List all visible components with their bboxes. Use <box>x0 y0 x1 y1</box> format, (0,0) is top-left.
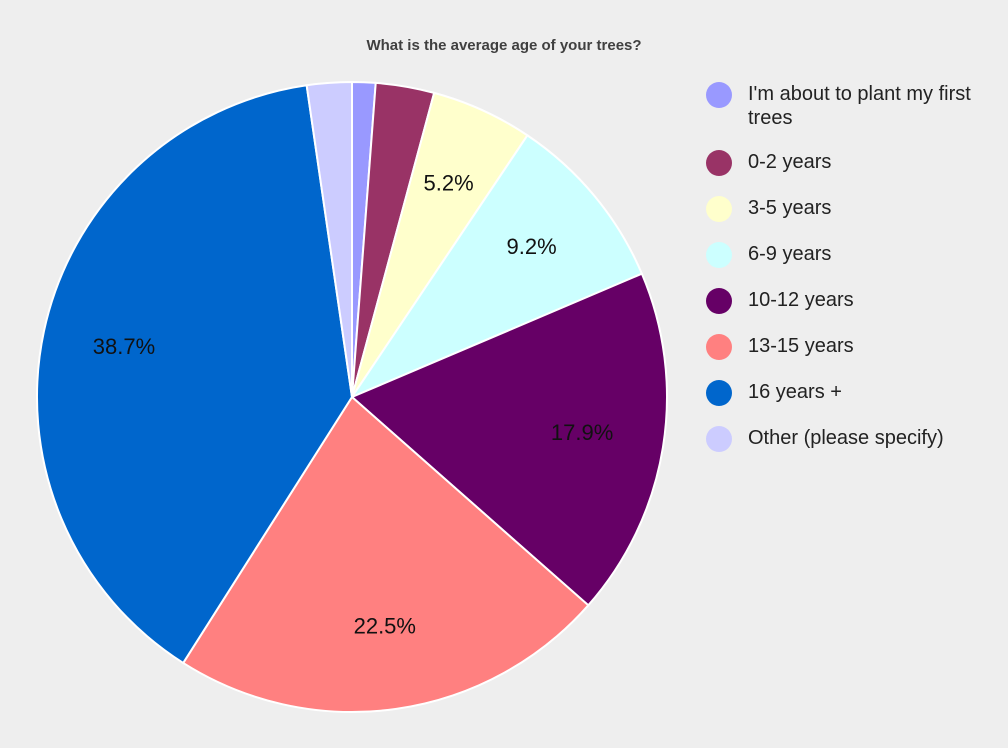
legend-label: 13-15 years <box>748 335 854 357</box>
legend-label: 6-9 years <box>748 243 832 265</box>
legend-swatch <box>706 426 732 452</box>
legend-swatch <box>706 196 732 222</box>
legend-item-1: 0-2 years <box>706 150 996 176</box>
legend-item-0: I'm about to plant my first trees <box>706 82 996 130</box>
legend-swatch <box>706 150 732 176</box>
legend-item-5: 13-15 years <box>706 334 996 360</box>
legend-label: 16 years + <box>748 381 842 403</box>
slice-label-6: 38.7% <box>93 334 155 359</box>
legend-item-3: 6-9 years <box>706 242 996 268</box>
legend-item-2: 3-5 years <box>706 196 996 222</box>
pie-slice-5 <box>181 395 590 713</box>
slice-label-3: 9.2% <box>507 234 557 259</box>
legend-label: Other (please specify) <box>748 427 944 449</box>
legend-swatch <box>706 334 732 360</box>
legend-swatch <box>706 380 732 406</box>
legend-label: I'm about to plant my first trees <box>748 83 971 129</box>
legend-label: 0-2 years <box>748 151 832 173</box>
legend: I'm about to plant my first trees 0-2 yea… <box>706 82 996 472</box>
pie-slice-4 <box>350 272 668 607</box>
legend-swatch <box>706 242 732 268</box>
slice-label-2: 5.2% <box>424 171 474 196</box>
legend-label: 3-5 years <box>748 197 832 219</box>
legend-swatch <box>706 82 732 108</box>
legend-item-7: Other (please specify) <box>706 426 996 452</box>
slice-label-5: 22.5% <box>354 614 416 639</box>
legend-label: 10-12 years <box>748 289 854 311</box>
pie-slice-6 <box>36 84 354 665</box>
legend-swatch <box>706 288 732 314</box>
pie-slice-3 <box>349 133 644 400</box>
slice-label-4: 17.9% <box>551 420 613 445</box>
chart-title: What is the average age of your trees? <box>366 37 642 54</box>
legend-item-6: 16 years + <box>706 380 996 406</box>
pie-slice-7 <box>305 80 353 398</box>
legend-item-4: 10-12 years <box>706 288 996 314</box>
